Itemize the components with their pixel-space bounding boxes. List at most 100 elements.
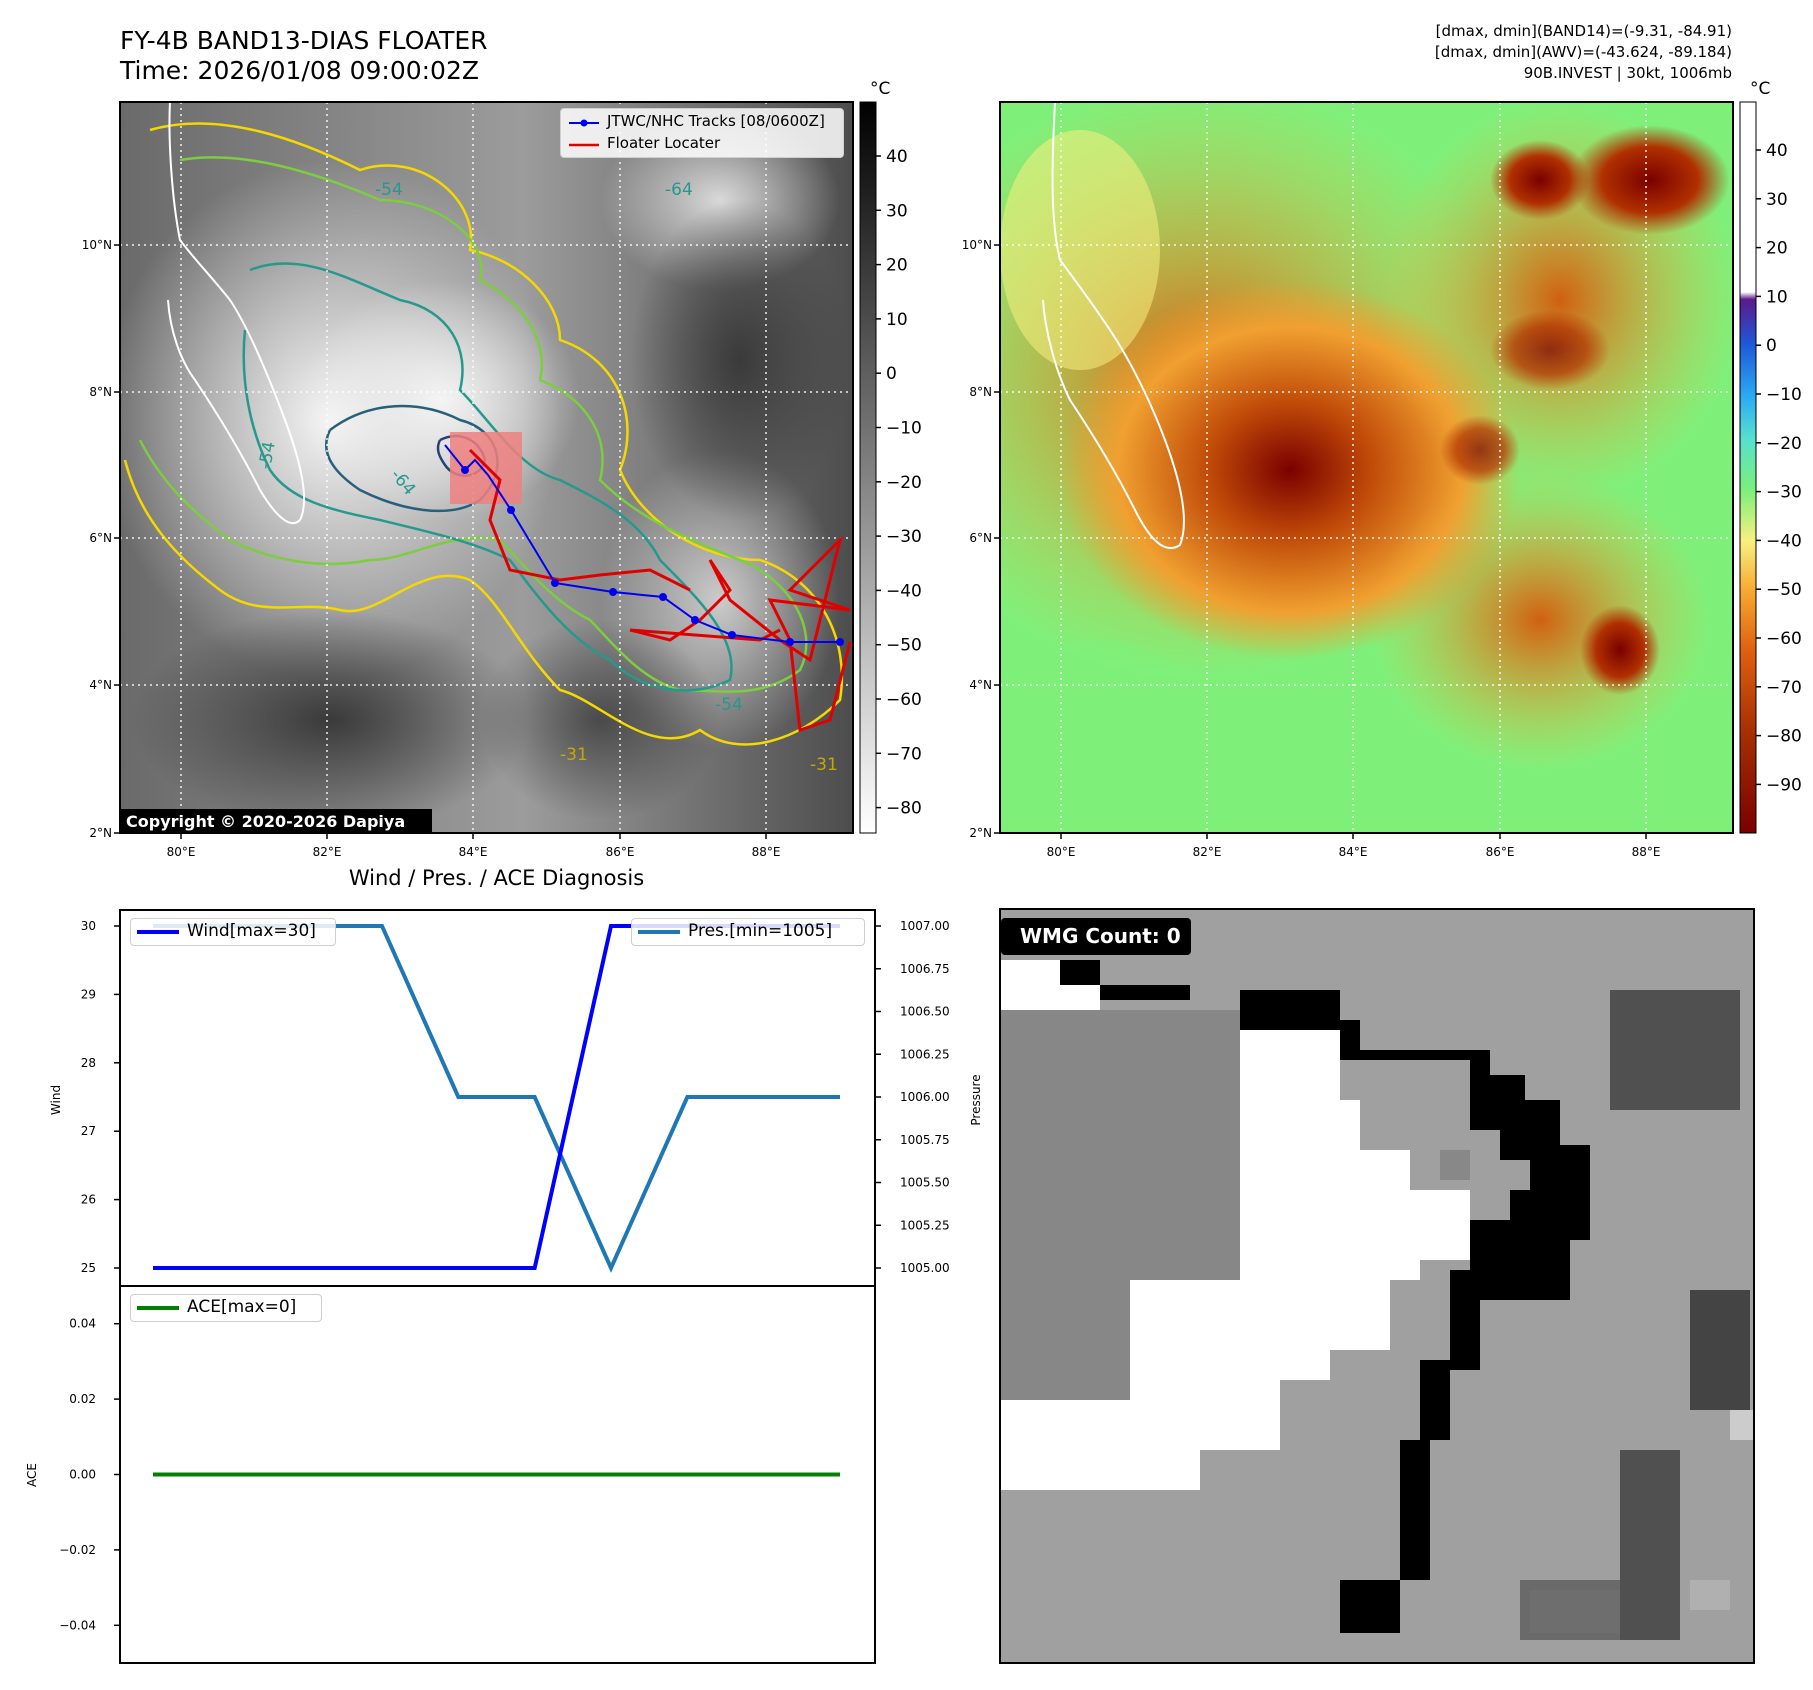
wind-tick-label: 28 xyxy=(81,1056,96,1070)
legend-floater: Floater Locater xyxy=(607,134,721,152)
contour-label-7: -31 xyxy=(810,755,838,775)
lon-tick-label: 88°E xyxy=(1632,845,1661,859)
colorbar-tick-label: −80 xyxy=(886,799,922,819)
wind-tick-label: 26 xyxy=(81,1193,96,1207)
wind-legend-label: Wind[max=30] xyxy=(187,921,316,941)
map-legend: JTWC/NHC Tracks [08/0600Z] Floater Locat… xyxy=(560,108,844,158)
ace-tick-label: 0.04 xyxy=(69,1317,96,1331)
right-map-panel: °C 403020100−10−20−30−40−50−60−70−80−90 … xyxy=(962,79,1802,859)
lat-tick-label: 6°N xyxy=(969,531,992,545)
pressure-tick-label: 1005.25 xyxy=(900,1218,950,1232)
ace-tick-label: 0.00 xyxy=(69,1468,96,1482)
title-line-1: FY-4B BAND13-DIAS FLOATER xyxy=(120,26,488,55)
pressure-tick-label: 1005.00 xyxy=(900,1261,950,1275)
pressure-tick-label: 1006.50 xyxy=(900,1005,950,1019)
colorbar-tick-label: 30 xyxy=(1766,190,1788,210)
lat-tick-label: 6°N xyxy=(89,531,112,545)
left-lon-ticks: 80°E 82°E 84°E 86°E 88°E xyxy=(167,833,781,859)
lat-tick-label: 4°N xyxy=(969,678,992,692)
colorbar-tick-label: −70 xyxy=(1766,678,1802,698)
wind-tick-label: 29 xyxy=(81,987,96,1001)
colorbar-tick-label: −50 xyxy=(1766,580,1802,600)
wind-axis: 30 29 28 27 26 25 xyxy=(81,919,120,1275)
lon-tick-label: 84°E xyxy=(459,845,488,859)
right-lat-ticks: 10°N 8°N 6°N 4°N 2°N xyxy=(962,238,1000,840)
ace-legend: ACE[max=0] xyxy=(130,1294,322,1322)
colorbar-tick-label: −30 xyxy=(1766,483,1802,503)
colorbar-tick-label: −20 xyxy=(1766,434,1802,454)
right-colorbar-ticks: 40 30 20 10 0 −10 −20 −30 −40 −50 −60 −70 −80 −90 xyxy=(1756,141,1802,795)
colorbar-tick-label: −10 xyxy=(886,419,922,439)
lon-tick-label: 82°E xyxy=(1193,845,1222,859)
legend-tracks: JTWC/NHC Tracks [08/0600Z] xyxy=(607,112,825,130)
colorbar-tick-label: −50 xyxy=(886,636,922,656)
pressure-tick-label: 1007.00 xyxy=(900,919,950,933)
contour-label-5: -54 xyxy=(715,695,743,715)
lat-tick-label: 8°N xyxy=(969,385,992,399)
header-right-line-1: [dmax, dmin](BAND14)=(-9.31, -84.91) xyxy=(1435,22,1732,40)
lat-tick-label: 10°N xyxy=(82,238,112,252)
lon-tick-label: 86°E xyxy=(1486,845,1515,859)
right-lon-ticks: 80°E 82°E 84°E 86°E 88°E xyxy=(1047,833,1661,859)
ace-tick-label: −0.02 xyxy=(59,1543,96,1557)
pressure-legend-label: Pres.[min=1005] xyxy=(688,921,833,941)
lon-tick-label: 80°E xyxy=(1047,845,1076,859)
colorbar-tick-label: 0 xyxy=(886,364,897,384)
wind-tick-label: 27 xyxy=(81,1124,96,1138)
lon-tick-label: 86°E xyxy=(606,845,635,859)
contour-label-4: -64 xyxy=(665,180,693,200)
colorbar-tick-label: 20 xyxy=(1766,239,1788,259)
header-right-line-2: [dmax, dmin](AWV)=(-43.624, -89.184) xyxy=(1434,43,1732,61)
wind-axis-label: Wind xyxy=(49,1085,63,1115)
lon-tick-label: 80°E xyxy=(167,845,196,859)
pressure-tick-label: 1005.75 xyxy=(900,1133,950,1147)
pressure-tick-label: 1006.00 xyxy=(900,1090,950,1104)
colorbar-tick-label: 40 xyxy=(886,147,908,167)
wind-tick-label: 25 xyxy=(81,1261,96,1275)
wmg-count-label: WMG Count: 0 xyxy=(1020,924,1181,948)
pressure-axis-label: Pressure xyxy=(969,1074,983,1125)
colorbar-tick-label: −90 xyxy=(1766,775,1802,795)
pressure-tick-label: 1006.25 xyxy=(900,1047,950,1061)
lat-tick-label: 4°N xyxy=(89,678,112,692)
colorbar-tick-label: −40 xyxy=(1766,531,1802,551)
ace-axis: 0.04 0.02 0.00 −0.02 −0.04 xyxy=(59,1317,120,1632)
ace-tick-label: −0.04 xyxy=(59,1618,96,1632)
left-colorbar-unit: °C xyxy=(870,79,890,99)
diagnosis-title: Wind / Pres. / ACE Diagnosis xyxy=(348,866,645,890)
right-colorbar-unit: °C xyxy=(1750,79,1770,99)
pressure-tick-label: 1006.75 xyxy=(900,962,950,976)
pressure-legend: Pres.[min=1005] xyxy=(631,918,865,946)
colorbar-tick-label: −80 xyxy=(1766,727,1802,747)
header-right-line-3: 90B.INVEST | 30kt, 1006mb xyxy=(1523,64,1732,82)
left-map-panel: -54 -54 -64 -64 -54 -31 -31 Copyright © … xyxy=(82,79,922,859)
wind-legend: Wind[max=30] xyxy=(130,918,336,946)
left-colorbar-ticks: 40 30 20 10 0 −10 −20 −30 −40 −50 −60 −70 −80 xyxy=(876,147,922,819)
lat-tick-label: 8°N xyxy=(89,385,112,399)
colorbar-tick-label: −40 xyxy=(886,581,922,601)
lon-tick-label: 88°E xyxy=(752,845,781,859)
colorbar-tick-label: 10 xyxy=(1766,287,1788,307)
colorbar-tick-label: −10 xyxy=(1766,385,1802,405)
colorbar-tick-label: −70 xyxy=(886,744,922,764)
colorbar-tick-label: −60 xyxy=(1766,629,1802,649)
ace-tick-label: 0.02 xyxy=(69,1392,96,1406)
left-lat-ticks: 10°N 8°N 6°N 4°N 2°N xyxy=(82,238,120,840)
colorbar-tick-label: −30 xyxy=(886,527,922,547)
pressure-tick-label: 1005.50 xyxy=(900,1176,950,1190)
contour-label-1: -54 xyxy=(375,180,403,200)
contour-label-6: -31 xyxy=(560,745,588,765)
colorbar-tick-label: 0 xyxy=(1766,336,1777,356)
colorbar-tick-label: 40 xyxy=(1766,141,1788,161)
lat-tick-label: 2°N xyxy=(969,826,992,840)
ace-legend-label: ACE[max=0] xyxy=(187,1297,297,1317)
title-line-2: Time: 2026/01/08 09:00:02Z xyxy=(120,56,479,85)
colorbar-tick-label: 10 xyxy=(886,310,908,330)
pressure-axis: 1007.00 1006.75 1006.50 1006.25 1006.00 1005.… xyxy=(875,919,950,1275)
colorbar-tick-label: 20 xyxy=(886,256,908,276)
wind-tick-label: 30 xyxy=(81,919,96,933)
lat-tick-label: 2°N xyxy=(89,826,112,840)
ace-axis-label: ACE xyxy=(25,1463,39,1487)
contour-label-2: -54 xyxy=(255,440,280,471)
